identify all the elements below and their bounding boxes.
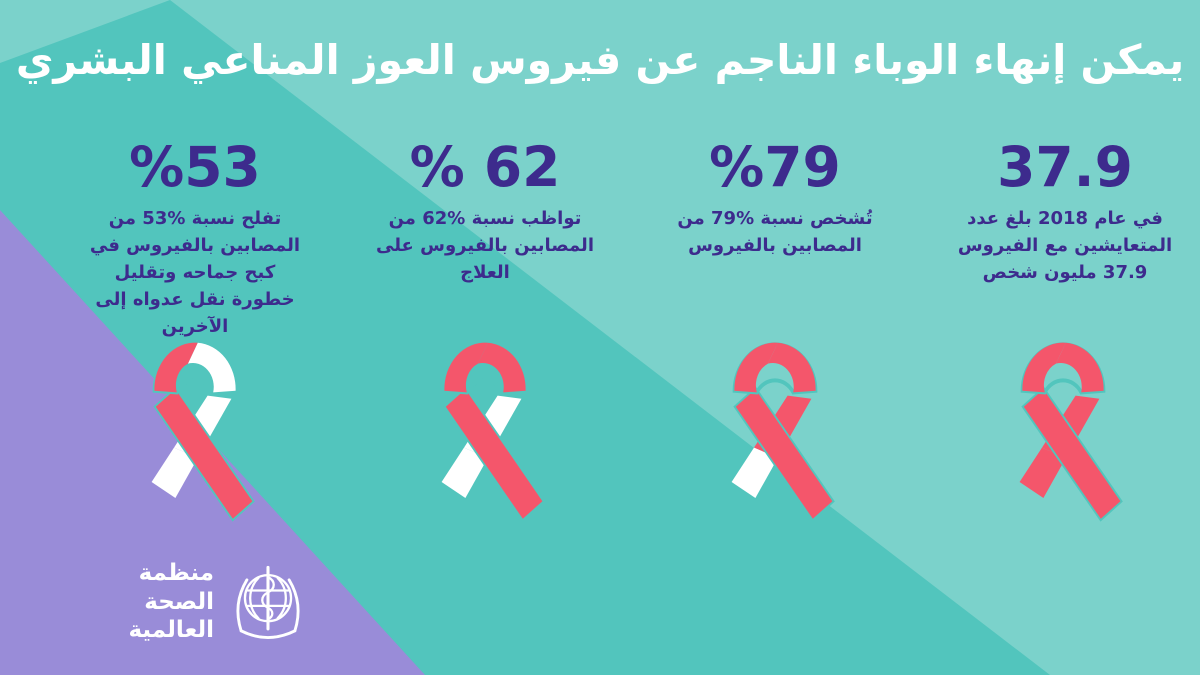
globe-meridian-right <box>276 576 287 620</box>
who-logo-text-line2: الصحة العالمية <box>128 588 214 644</box>
laurel-right <box>287 578 300 633</box>
stat-description: في عام 2018 بلغ عدد المتعايشين مع الفيرو… <box>957 208 1173 283</box>
serpent <box>261 575 275 621</box>
globe-meridian-left <box>249 576 260 620</box>
aids-ribbon-icon-62 <box>415 322 555 530</box>
stat-value: % 62 <box>409 135 561 199</box>
stat-description: تواظب نسبة %62 من المصابين بالفيروس على … <box>376 208 594 283</box>
aids-ribbon-icon-full <box>993 322 1133 530</box>
who-logo-text-line1: منظمة <box>138 559 214 586</box>
stat-column-suppressed: %53 تفلح نسبة %53 من المصابين بالفيروس ف… <box>65 140 325 340</box>
page-title: يمكن إنهاء الوباء الناجم عن فيروس العوز … <box>15 36 1185 84</box>
stat-value: 37.9 <box>997 135 1133 199</box>
laurel-bottom <box>239 629 297 639</box>
aids-ribbon-icon-53 <box>125 322 265 530</box>
who-emblem-icon <box>236 565 300 639</box>
who-logo: منظمة الصحة العالمية <box>104 550 316 654</box>
stat-description: تفلح نسبة %53 من المصابين بالفيروس في كب… <box>89 208 301 337</box>
aids-ribbon-icon-79 <box>705 322 845 530</box>
laurel-left <box>236 578 249 633</box>
stat-column-on-treatment: % 62 تواظب نسبة %62 من المصابين بالفيروس… <box>355 140 615 286</box>
stat-value: %53 <box>129 135 261 199</box>
stat-column-diagnosed: %79 تُشخص نسبة %79 من المصابين بالفيروس <box>645 140 905 259</box>
stat-value: %79 <box>709 135 841 199</box>
stat-column-living-with-hiv: 37.9 في عام 2018 بلغ عدد المتعايشين مع ا… <box>935 140 1195 286</box>
stat-description: تُشخص نسبة %79 من المصابين بالفيروس <box>677 208 873 256</box>
who-logo-text: منظمة الصحة العالمية <box>104 559 220 645</box>
